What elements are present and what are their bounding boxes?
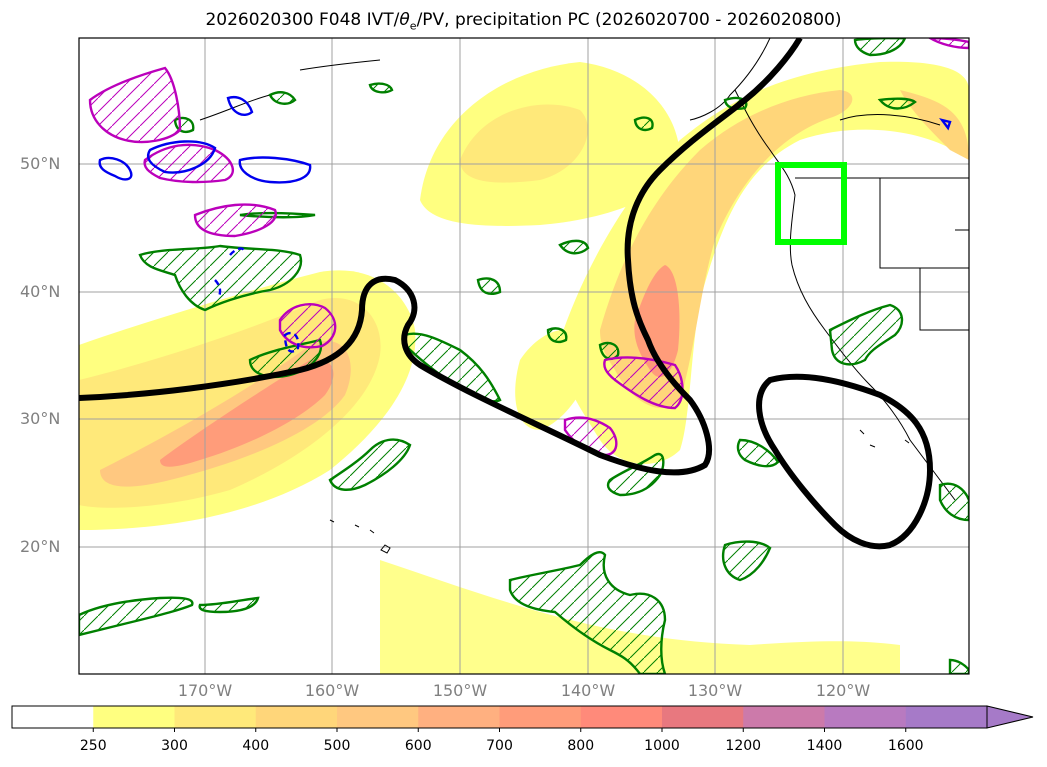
colorbar-tick-label: 1600 — [887, 738, 924, 754]
highlight-box — [775, 162, 847, 245]
colorbar-tick-label: 600 — [404, 738, 432, 754]
lat-label-20: 20°N — [20, 537, 61, 556]
coastlines — [199, 38, 969, 554]
pv-contour — [79, 38, 803, 476]
colorbar-tick-label: 1200 — [725, 738, 762, 754]
colorbar-tick-label: 250 — [79, 738, 107, 754]
colorbar-tick-label: 700 — [486, 738, 513, 754]
lon-label-160: 160°W — [304, 681, 360, 700]
colorbar-tick-label: 300 — [161, 738, 188, 754]
ivt-jet-west-max — [160, 359, 334, 467]
colorbar-tick-label: 1000 — [644, 738, 680, 754]
precip-pc-green — [79, 38, 969, 674]
precip-pc-blue — [98, 96, 952, 353]
plot-frame — [78, 37, 970, 675]
colorbar-tick-label: 800 — [567, 738, 595, 754]
lat-label-50: 50°N — [20, 154, 61, 173]
lon-label-120: 120°W — [815, 681, 871, 700]
colorbar-tick-label: 400 — [242, 738, 270, 754]
lat-label-30: 30°N — [20, 409, 61, 428]
lon-label-140: 140°W — [560, 681, 616, 700]
lon-label-130: 130°W — [687, 681, 743, 700]
lon-label-150: 150°W — [432, 681, 488, 700]
lon-label-170: 170°W — [177, 681, 233, 700]
lat-label-40: 40°N — [20, 282, 61, 301]
colorbar-tick-label: 1400 — [806, 738, 843, 754]
pv-contour-loop — [756, 373, 934, 550]
ivt-north-inner — [460, 104, 588, 183]
map-title: 2026020300 F048 IVT/θe/PV, precipitation… — [205, 10, 842, 33]
ivt-east-core — [634, 265, 680, 378]
colorbar-tick-label: 500 — [323, 738, 351, 754]
